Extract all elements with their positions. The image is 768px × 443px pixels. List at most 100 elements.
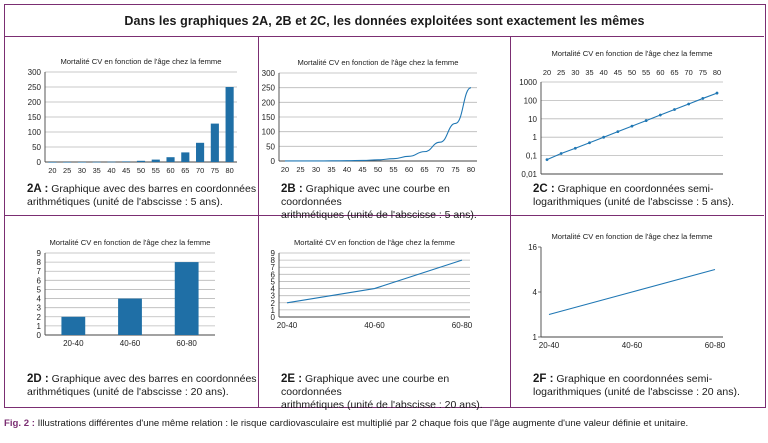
data-point [616,130,620,134]
data-point [573,146,577,150]
x-tick-label: 75 [451,165,459,174]
x-tick-label: 35 [585,68,593,77]
caption-line: arithmétiques (unité de l'abscisse : 5 a… [281,209,477,221]
bar-60-80 [174,262,199,335]
y-tick-label: 150 [28,113,42,122]
caption-label: 2E : [281,373,303,385]
x-tick-label: 20-40 [539,341,560,350]
y-tick-label: 100 [28,128,42,137]
caption-2b: 2B : Graphique avec une courbe en coordo… [281,183,510,222]
caption-line: Graphique en coordonnées semi- [554,183,714,195]
chart-2d-title: Mortalité CV en fonction de l'âge chez l… [49,238,210,247]
caption-line: Graphique en coordonnées semi- [553,373,713,385]
chart-2b-svg: Mortalité CV en fonction de l'âge chez l… [262,58,477,174]
x-tick-label: 65 [181,166,189,175]
caption-2c: 2C : Graphique en coordonnées semi-logar… [533,183,734,209]
caption-label: 2A : [27,183,49,195]
x-tick-label: 25 [296,165,304,174]
x-tick-label: 60-80 [452,321,473,330]
caption-line: Graphique avec des barres en coordonnées [48,373,257,385]
x-tick-label: 55 [642,68,650,77]
footnote-label: Fig. 2 : [4,418,35,429]
series-line [284,87,472,162]
x-tick-label: 30 [78,166,86,175]
x-tick-label: 55 [152,166,160,175]
y-tick-label: 1 [271,306,276,315]
bar-20 [48,161,57,163]
bar-45 [122,161,131,162]
chart-2b-title: Mortalité CV en fonction de l'âge chez l… [297,58,458,67]
y-tick-label: 9 [271,249,276,258]
x-tick-label: 25 [557,68,565,77]
panel-2b: Mortalité CV en fonction de l'âge chez l… [259,38,510,221]
caption-label: 2F : [533,373,554,385]
caption-2f: 2F : Graphique en coordonnées semi-logar… [533,373,740,399]
row-divider [5,215,764,216]
x-tick-label: 40 [600,68,608,77]
x-tick-label: 60-80 [705,341,726,350]
y-tick-label: 5 [271,277,276,286]
bar-65 [181,152,190,162]
data-point [687,102,691,106]
panel-2e: Mortalité CV en fonction de l'âge chez l… [259,217,510,411]
x-tick-label: 60-80 [176,339,197,348]
y-tick-label: 3 [271,292,276,301]
y-tick-label: 2 [271,299,276,308]
figure-header: Dans les graphiques 2A, 2B et 2C, les do… [5,5,764,37]
y-tick-label: 200 [28,98,42,107]
data-point [559,152,563,155]
data-point [545,158,549,162]
bar-60 [166,157,175,162]
y-tick-label: 9 [37,249,42,258]
y-tick-label: 4 [37,295,42,304]
x-tick-label: 65 [670,68,678,77]
y-tick-label: 1 [533,333,538,342]
figure-frame: Dans les graphiques 2A, 2B et 2C, les do… [4,4,766,411]
caption-line: Graphique avec une courbe en coordonnées [281,183,450,208]
y-tick-label: 8 [271,256,276,265]
y-tick-label: 1 [37,322,42,331]
panel-2d: Mortalité CV en fonction de l'âge chez l… [5,217,258,407]
data-point [658,113,662,117]
x-tick-label: 50 [137,166,145,175]
x-tick-label: 30 [312,165,320,174]
x-tick-label: 80 [467,165,475,174]
y-tick-label: 0 [37,331,42,340]
x-tick-label: 45 [358,165,366,174]
y-tick-label: 100 [524,96,538,105]
x-tick-label: 35 [327,165,335,174]
caption-line: arithmétiques (unité de l'abscisse : 20 … [281,399,483,411]
x-tick-label: 80 [713,68,721,77]
bar-80 [225,87,234,162]
y-tick-label: 0 [37,158,42,167]
x-tick-label: 20-40 [63,339,84,348]
y-tick-label: 250 [28,83,42,92]
caption-line: arithmétiques (unité de l'abscisse : 20 … [27,386,229,398]
x-tick-label: 45 [614,68,622,77]
data-point [602,135,606,139]
y-tick-label: 0 [271,157,276,166]
y-tick-label: 4 [533,288,538,297]
caption-label: 2B : [281,183,303,195]
panel-2c: Mortalité CV en fonction de l'âge chez l… [511,38,764,215]
x-tick-label: 35 [93,166,101,175]
y-tick-label: 7 [271,263,276,272]
bar-55 [151,159,160,162]
figure-footnote: Fig. 2 : Illustrations différentes d'une… [4,418,768,429]
x-tick-label: 40-60 [364,321,385,330]
panel-2a: Mortalité CV en fonction de l'âge chez l… [5,38,258,215]
x-tick-label: 50 [628,68,636,77]
data-point [701,97,705,100]
x-tick-label: 75 [699,68,707,77]
y-tick-label: 5 [37,285,42,294]
data-point [588,141,591,145]
chart-2a-svg: Mortalité CV en fonction de l'âge chez l… [28,57,237,175]
y-tick-label: 6 [37,276,42,285]
bar-30 [77,161,86,163]
chart-2f-svg: Mortalité CV en fonction de l'âge chez l… [528,232,726,350]
chart-2e-svg: Mortalité CV en fonction de l'âge chez l… [271,238,473,330]
chart-2c-title: Mortalité CV en fonction de l'âge chez l… [551,49,712,58]
y-tick-label: 0,1 [526,152,538,161]
data-point [630,124,634,128]
x-tick-label: 45 [122,166,130,175]
